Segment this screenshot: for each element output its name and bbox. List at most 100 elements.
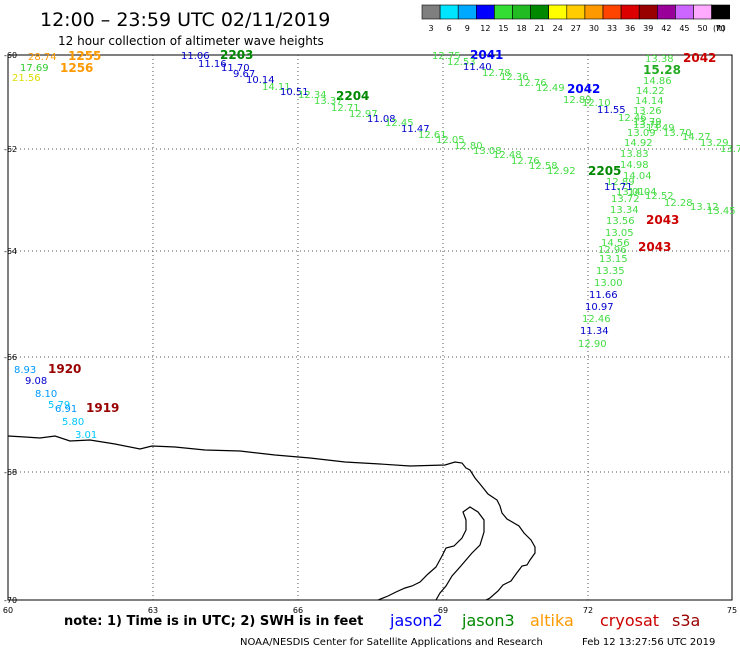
- legend-tick-label: 50: [697, 24, 707, 33]
- longitude-tick-label: 60: [3, 606, 13, 615]
- wave-height-value: 12.36: [500, 72, 529, 83]
- wave-height-value: 14.04: [623, 171, 652, 182]
- wave-height-value: 13.72: [611, 194, 640, 205]
- pass-time-label: 1256: [60, 61, 93, 75]
- wave-height-value: 12.53: [447, 57, 476, 68]
- wave-height-value: 13.45: [707, 206, 736, 217]
- wave-height-value: 12.52: [645, 191, 674, 202]
- pass-time-label: 2043: [638, 240, 671, 254]
- wave-height-value: 12.10: [582, 98, 611, 109]
- legend-swatch: [693, 4, 712, 20]
- legend-swatch: [638, 4, 658, 20]
- legend-tick-label: 27: [571, 24, 581, 33]
- wave-height-value: 11.70: [221, 63, 250, 74]
- legend-swatch: [566, 4, 586, 20]
- legend-tick-label: 42: [661, 24, 671, 33]
- wave-height-value: 14.92: [624, 138, 653, 149]
- legend-tick-label: 15: [498, 24, 508, 33]
- wave-height-value: 10.14: [246, 75, 275, 86]
- legend-tick-label: 18: [516, 24, 526, 33]
- wave-height-value: 11.66: [589, 290, 618, 301]
- longitude-tick-label: 72: [583, 606, 593, 615]
- legend-swatch: [530, 4, 549, 20]
- longitude-tick-label: 66: [293, 606, 303, 615]
- wave-height-value: 13.79: [633, 117, 662, 128]
- wave-height-value: 13.34: [610, 205, 639, 216]
- pass-time-label: 2203: [220, 48, 253, 62]
- wave-height-value: 13.38: [645, 54, 674, 65]
- wave-height-value: 10.51: [280, 87, 309, 98]
- antarctic-coastline: [7, 435, 536, 601]
- wave-height-value: 13.00: [594, 278, 623, 289]
- legend-tick-label: 24: [553, 24, 563, 33]
- legend-swatch: [457, 4, 477, 20]
- legend-tick-label: 45: [679, 24, 689, 33]
- wave-height-value: 9.67: [233, 69, 255, 80]
- wave-height-value: 8.93: [14, 365, 36, 376]
- legend-swatch: [475, 4, 495, 20]
- wave-height-value: 14.22: [636, 86, 665, 97]
- longitude-tick-label: 75: [727, 606, 737, 615]
- wave-height-value: 14.04: [628, 187, 657, 198]
- wave-height-value: 3.01: [75, 430, 97, 441]
- wave-height-value: 12.45: [385, 118, 414, 129]
- legend-swatch: [494, 4, 513, 20]
- legend-tick-label: 12: [480, 24, 490, 33]
- wave-height-value: 13.78: [633, 120, 662, 131]
- latitude-tick-label: -60: [4, 51, 17, 60]
- legend-swatch: [512, 4, 531, 20]
- pass-time-label: 2043: [646, 213, 679, 227]
- wave-height-value: 12.76: [511, 156, 540, 167]
- legend-swatch: [439, 4, 459, 20]
- pass-time-label: 1919: [86, 401, 119, 415]
- wave-height-value: 12.46: [582, 314, 611, 325]
- pass-time-label: 1920: [48, 362, 81, 376]
- legend-swatch: [548, 4, 568, 20]
- wave-height-value: 14.98: [620, 160, 649, 171]
- wave-height-value: 12.92: [547, 166, 576, 177]
- wave-height-value: 5.79: [48, 400, 70, 411]
- wave-height-value: 11.06: [181, 51, 210, 62]
- wave-height-value: 13.09: [627, 128, 656, 139]
- wave-height-value: 13.05: [605, 228, 634, 239]
- legend-tick-label: 9: [465, 24, 470, 33]
- wave-height-value: 12.49: [536, 83, 565, 94]
- wave-height-value: 12.05: [436, 135, 465, 146]
- legend-tick-label: 36: [625, 24, 635, 33]
- wave-height-value: 28.74: [28, 52, 57, 63]
- satellite-legend-item: jason2: [389, 611, 443, 630]
- pass-time-label: 1255: [68, 49, 101, 63]
- wave-height-value: 14.86: [643, 76, 672, 87]
- wave-height-value: 9.08: [25, 376, 47, 387]
- footer-timestamp: Feb 12 13:27:56 UTC 2019: [582, 637, 715, 648]
- legend-tick-label: 3: [429, 24, 434, 33]
- legend-swatch: [675, 4, 694, 20]
- wave-height-value: 13.26: [633, 106, 662, 117]
- wave-height-value: 21.56: [12, 73, 41, 84]
- footer-note: note: 1) Time is in UTC; 2) SWH is in fe…: [64, 614, 363, 629]
- map-frame: [7, 54, 733, 601]
- longitude-tick-label: 69: [438, 606, 448, 615]
- wave-height-legend: 3 6 9 12 15 18 21 24 27 30 33 36 39 42 45 50 70(ft): [421, 4, 730, 33]
- wave-height-value: 12.89: [606, 177, 635, 188]
- wave-height-value: 14.14: [635, 96, 664, 107]
- wave-height-value: 13.70: [663, 128, 692, 139]
- legend-swatch: [656, 4, 676, 20]
- wave-height-value: 12.48: [493, 150, 522, 161]
- wave-height-value: 12.97: [349, 109, 378, 120]
- wave-height-value: 12.89: [563, 95, 592, 106]
- wave-height-value: 13.08: [473, 146, 502, 157]
- footer-credit: NOAA/NESDIS Center for Satellite Applica…: [240, 637, 543, 648]
- latitude-tick-label: -64: [4, 247, 17, 256]
- wave-height-value: 13.29: [700, 138, 729, 149]
- wave-height-value: 13.83: [620, 149, 649, 160]
- wave-height-value: 11.16: [198, 59, 227, 70]
- legend-tick-label: 33: [607, 24, 617, 33]
- wave-height-value: 12.90: [578, 339, 607, 350]
- wave-height-value: 13.49: [646, 123, 675, 134]
- satellite-legend: jason2 jason3 altika cryosat s3a: [389, 611, 700, 630]
- legend-swatch: [584, 4, 604, 20]
- axis-tick-labels: 60 63 66 69 72 75 -60 -62 -64 -66 -68 -70: [3, 51, 737, 615]
- wave-height-value: 12.78: [482, 68, 511, 79]
